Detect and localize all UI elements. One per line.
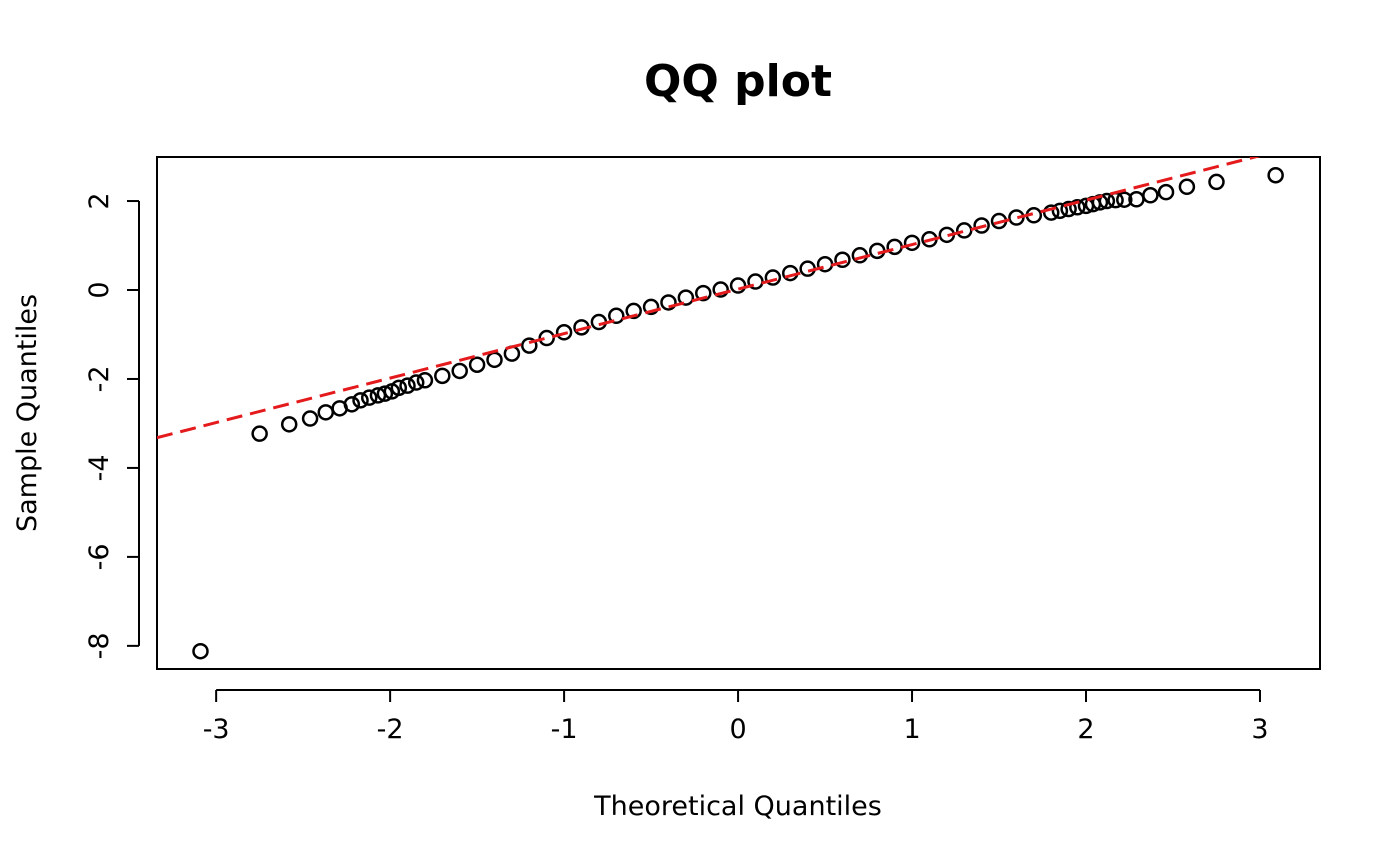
point (521, 337, 538, 354)
point (486, 351, 503, 369)
point (729, 277, 747, 294)
point (712, 281, 729, 298)
reference-line (157, 157, 1261, 440)
point (376, 385, 394, 402)
x-tick-label: -1 (551, 714, 578, 745)
point (1178, 178, 1196, 196)
point (555, 324, 573, 341)
point (317, 404, 335, 421)
point (280, 416, 298, 433)
point (1208, 173, 1225, 191)
point (677, 289, 695, 306)
point (192, 642, 209, 660)
x-tick-label: 2 (1077, 714, 1094, 745)
y-tick-label: -6 (84, 543, 115, 570)
x-tick-label: 1 (903, 714, 920, 745)
point (343, 396, 361, 413)
point (434, 367, 451, 385)
point (1051, 202, 1069, 220)
point (1042, 204, 1060, 221)
point (407, 374, 425, 391)
x-tick-label: 3 (1251, 714, 1268, 745)
point (973, 217, 990, 234)
point (1142, 187, 1159, 204)
point (1098, 192, 1116, 210)
point (1267, 166, 1284, 184)
point (625, 302, 642, 320)
point (301, 410, 319, 427)
point (903, 234, 921, 252)
point (608, 307, 625, 325)
point (451, 362, 468, 380)
point (660, 294, 677, 311)
point (251, 425, 268, 442)
x-tick-label: -3 (203, 714, 230, 745)
point (834, 251, 851, 269)
chart-title: QQ plot (644, 56, 832, 107)
plot-frame (156, 156, 1321, 670)
point (360, 389, 378, 406)
y-tick-label: -4 (84, 454, 115, 481)
point (399, 377, 416, 394)
point (1157, 183, 1175, 201)
point (390, 379, 408, 397)
point (955, 222, 973, 239)
point (1116, 191, 1133, 208)
point (1069, 199, 1086, 216)
x-tick-label: 0 (729, 714, 746, 745)
y-tick-label: -8 (84, 632, 115, 659)
point (538, 329, 555, 347)
point (695, 284, 712, 302)
point (352, 392, 369, 409)
y-tick-label: -2 (84, 366, 115, 393)
x-tick-label: -2 (377, 714, 404, 745)
point (642, 298, 660, 316)
x-axis-title: Theoretical Quantiles (593, 791, 882, 822)
point (468, 356, 486, 373)
y-axis-title: Sample Quantiles (12, 294, 43, 532)
point (764, 269, 782, 286)
y-tick-label: 2 (84, 192, 115, 209)
y-tick-label: 0 (84, 281, 115, 298)
point (1060, 200, 1077, 218)
point (416, 372, 434, 389)
